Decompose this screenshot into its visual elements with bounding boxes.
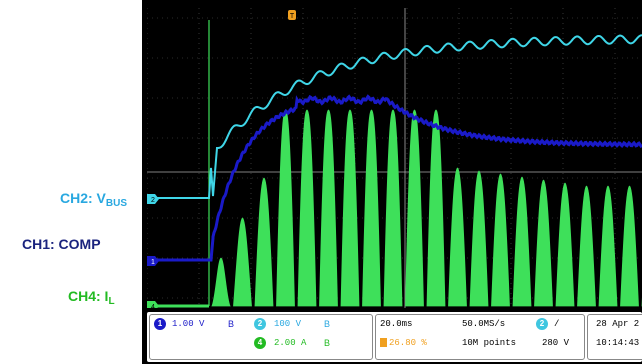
ch2-vbus-waveform bbox=[155, 34, 642, 199]
time: 10:14:43 bbox=[596, 338, 640, 348]
ch4-current-hump bbox=[340, 109, 360, 307]
ch1-ground-marker: 1 bbox=[147, 256, 159, 266]
trigger-channel-badge: 2 bbox=[536, 318, 548, 330]
ch4-current-hump bbox=[362, 109, 381, 307]
ch1-bandwidth-icon: B bbox=[228, 319, 235, 329]
ch4-current-hump bbox=[233, 217, 252, 307]
trigger-level: 280 V bbox=[542, 338, 570, 348]
sample-rate: 50.0MS/s bbox=[462, 319, 506, 329]
trigger-position-badge bbox=[380, 338, 387, 347]
datetime-box: 28 Apr 2 10:14:43 bbox=[587, 314, 642, 360]
record-length: 10M points bbox=[462, 338, 517, 348]
ch4-current-hump bbox=[426, 109, 446, 307]
trigger-position-marker: T bbox=[288, 10, 296, 20]
svg-text:2: 2 bbox=[151, 197, 155, 204]
waveform-display: T 2 1 4 bbox=[147, 8, 642, 308]
ch4-bandwidth-icon: B bbox=[324, 338, 331, 348]
ch4-current-hump bbox=[276, 109, 295, 307]
ch2-trace bbox=[155, 34, 642, 199]
ch4-current-hump bbox=[211, 257, 231, 307]
ch4-current-hump bbox=[448, 167, 467, 307]
ch4-current-hump bbox=[297, 109, 317, 307]
ch4-current-hump bbox=[598, 185, 618, 307]
ch4-current-hump bbox=[512, 176, 532, 307]
ch2-scale: 100 V bbox=[274, 319, 302, 329]
ch2-label: CH2: VBUS bbox=[60, 190, 128, 209]
ch1-label: CH1: COMP bbox=[22, 236, 101, 252]
graticule bbox=[147, 8, 642, 308]
ch4-current-waveform bbox=[155, 20, 642, 308]
trigger-slope: / bbox=[554, 319, 560, 329]
ch2-bandwidth-icon: B bbox=[324, 319, 331, 329]
ch4-scale: 2.00 A bbox=[274, 338, 307, 348]
svg-text:T: T bbox=[290, 13, 295, 20]
ch1-trace bbox=[155, 94, 642, 262]
ch4-current-hump bbox=[577, 185, 596, 307]
ch4-badge: 4 bbox=[254, 337, 266, 349]
horizontal-settings-box: 20.0ms 26.80 % 50.0MS/s 10M points 2 / 2… bbox=[375, 314, 585, 360]
oscilloscope-screenshot: T 2 1 4 1 1.00 V B 2 100 V B bbox=[142, 0, 642, 364]
ch4-current-hump bbox=[254, 177, 274, 307]
ch1-badge: 1 bbox=[154, 318, 166, 330]
ch2-ground-marker: 2 bbox=[147, 194, 159, 204]
svg-text:1: 1 bbox=[151, 259, 155, 266]
timebase: 20.0ms bbox=[380, 319, 413, 329]
ch4-current-hump bbox=[620, 185, 639, 307]
svg-text:4: 4 bbox=[151, 304, 155, 308]
trigger-position-percent: 26.80 % bbox=[389, 338, 427, 348]
ch1-scale: 1.00 V bbox=[172, 319, 205, 329]
vertical-settings-box: 1 1.00 V B 2 100 V B 4 2.00 A B bbox=[149, 314, 373, 360]
ch4-current-hump bbox=[405, 109, 424, 307]
ch4-current-hump bbox=[319, 109, 338, 307]
waveform-svg: T 2 1 4 bbox=[147, 8, 642, 308]
ch4-current-hump bbox=[383, 109, 403, 307]
ch4-current-hump bbox=[534, 179, 553, 307]
ch4-current-hump bbox=[491, 173, 510, 307]
ch2-badge: 2 bbox=[254, 318, 266, 330]
status-bar: 1 1.00 V B 2 100 V B 4 2.00 A B 20.0ms 2… bbox=[147, 312, 642, 362]
ch4-current-hump bbox=[469, 170, 489, 307]
ch4-label: CH4: IL bbox=[68, 288, 115, 307]
channel-labels: CH2: VBUS CH1: COMP CH4: IL bbox=[0, 0, 142, 364]
ch4-current-hump bbox=[555, 182, 575, 307]
date: 28 Apr 2 bbox=[596, 319, 640, 329]
ch1-comp-waveform bbox=[155, 94, 642, 262]
ch4-ground-marker: 4 bbox=[147, 301, 159, 308]
